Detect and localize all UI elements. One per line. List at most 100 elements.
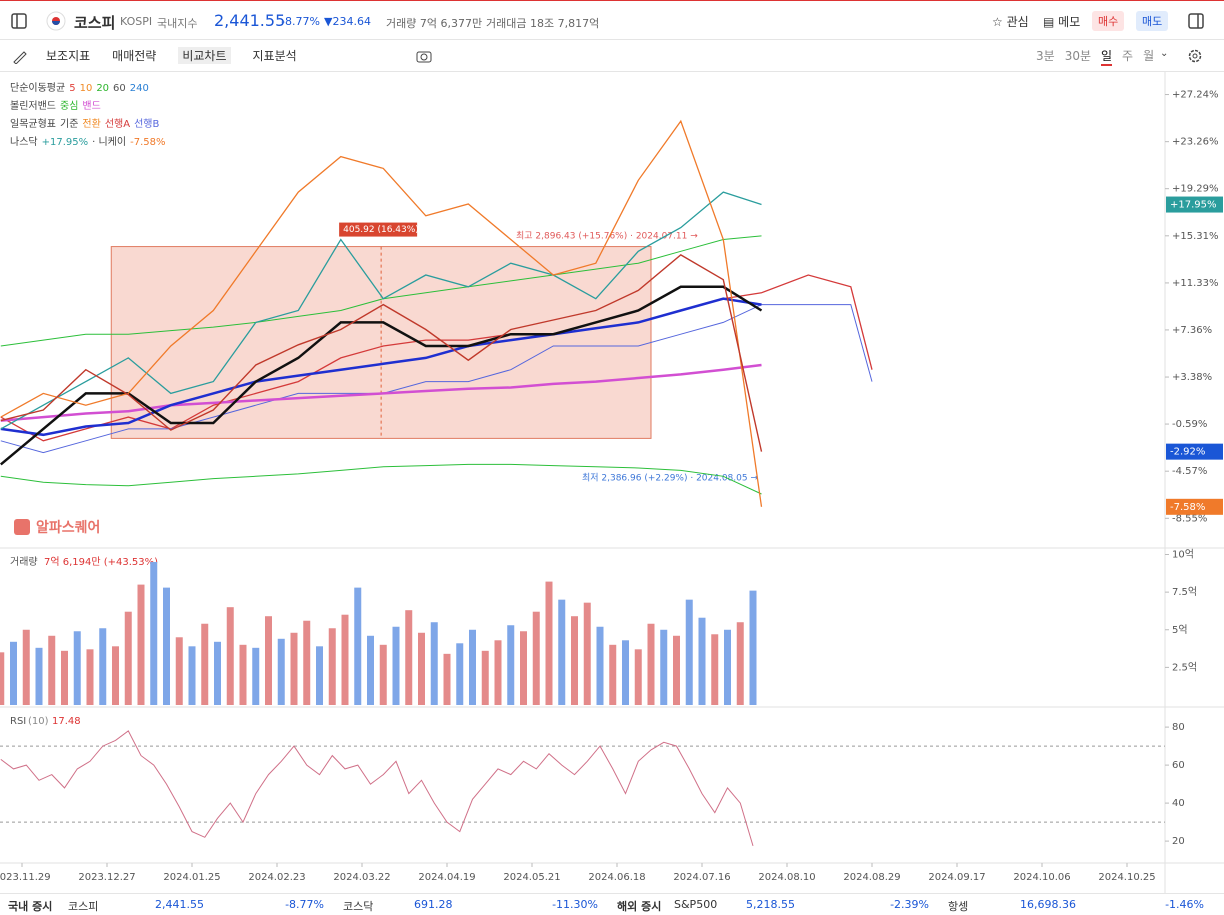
panel-subtitle: 7억 6,194만 (+43.53%) xyxy=(44,556,158,568)
y-tick-label: 10억 xyxy=(1172,549,1194,561)
period-button[interactable]: 월 xyxy=(1143,49,1155,63)
y-tick-label: 2.5억 xyxy=(1172,661,1197,673)
volume-bar xyxy=(265,616,272,705)
series-line xyxy=(0,304,873,454)
legend-item: 20 xyxy=(96,83,110,94)
legend-item: 기준 xyxy=(60,119,79,130)
period-dropdown[interactable]: ⌄ xyxy=(1160,48,1169,59)
volume-bar xyxy=(660,629,668,705)
x-tick-label: 2024.07.16 xyxy=(673,872,730,883)
volume-bar xyxy=(252,647,260,705)
volume-bar xyxy=(469,629,476,705)
change: ▼234.64 xyxy=(324,15,371,28)
series-line xyxy=(0,191,762,430)
hs-change: -1.46% xyxy=(1165,898,1204,911)
camera-icon[interactable] xyxy=(415,48,433,64)
y-tick-label: 5억 xyxy=(1172,624,1188,636)
period-button[interactable]: 30분 xyxy=(1064,49,1091,63)
x-tick-label: 2024.08.29 xyxy=(843,872,900,883)
panel-param: (10) xyxy=(28,716,49,727)
volume-bar xyxy=(328,628,336,705)
tool-button[interactable]: 매매전략 xyxy=(112,49,157,63)
kosdaq-value: 691.28 xyxy=(414,898,453,911)
panel-icon[interactable] xyxy=(1187,12,1205,30)
x-tick-label: 2024.06.18 xyxy=(588,872,645,883)
legend-item: 중심 xyxy=(60,101,79,112)
watermark: 알파스퀘어 xyxy=(36,519,100,536)
volume-bar xyxy=(507,625,515,705)
y-tick-label: +19.29% xyxy=(1172,184,1219,195)
volume-bar xyxy=(175,637,183,705)
x-tick-label: 2023.11.29 xyxy=(0,872,51,883)
buy-button[interactable]: 매수 xyxy=(1092,11,1125,31)
volume-bar xyxy=(10,641,17,705)
sidebar-icon[interactable] xyxy=(10,12,28,30)
volume-bar xyxy=(0,652,5,705)
volume-bar xyxy=(736,622,744,705)
x-tick-label: 2024.10.06 xyxy=(1013,872,1070,883)
volume-bar xyxy=(443,653,451,705)
period-button[interactable]: 일 xyxy=(1101,47,1113,66)
y-tick-label: +11.33% xyxy=(1172,278,1219,289)
volume-bar xyxy=(430,622,438,705)
stock-kind: 국내지수 xyxy=(157,17,198,30)
volume-bar xyxy=(48,635,56,705)
legend-item: 선행A xyxy=(104,119,131,130)
tool-button[interactable]: 비교차트 xyxy=(178,47,231,64)
legend: 단순이동평균 5 10 20 60 240 볼린저밴드 중심 밴드 일목균형표 기준 전환 선행A 선행B… xyxy=(10,80,169,152)
volume-bar xyxy=(163,587,170,705)
change-pct: -8.77% xyxy=(281,15,320,28)
volume-bar xyxy=(61,650,68,705)
panel-title: 거래량 xyxy=(10,556,38,568)
stock-code: KOSPI xyxy=(120,15,153,28)
volume-bar xyxy=(609,644,617,705)
y-tick-label: +27.24% xyxy=(1172,90,1219,101)
series-line xyxy=(0,297,762,437)
volume-bar xyxy=(277,638,285,705)
legend-row: 단순이동평균 5 10 20 60 240 xyxy=(10,80,169,98)
tool-items: 보조지표 매매전략 비교차트 지표분석 xyxy=(46,47,297,64)
tool-button[interactable]: 지표분석 xyxy=(252,49,297,63)
y-tick-label: 40 xyxy=(1172,798,1185,809)
volume-bar xyxy=(520,631,527,705)
sell-button[interactable]: 매도 xyxy=(1136,11,1169,31)
legend-item: -7.58% xyxy=(130,137,166,148)
panel-last: 17.48 xyxy=(52,716,81,727)
period-button[interactable]: 3분 xyxy=(1036,49,1055,63)
period-button[interactable]: 주 xyxy=(1122,49,1134,63)
draw-icon[interactable] xyxy=(12,48,28,64)
series-line xyxy=(0,274,873,442)
watch-button[interactable]: ☆ 관심 xyxy=(992,15,1029,29)
tool-button[interactable]: 보조지표 xyxy=(46,49,91,63)
overseas-label: 해외 증시 xyxy=(617,900,662,913)
sp-change: -2.39% xyxy=(890,898,929,911)
legend-item: +17.95% xyxy=(41,137,89,148)
volume-bar xyxy=(698,617,706,705)
volume-bar xyxy=(583,602,591,705)
memo-button[interactable]: ▤ 메모 xyxy=(1043,15,1081,29)
legend-item: 선행B xyxy=(134,119,160,130)
x-tick-label: 2024.03.22 xyxy=(333,872,390,883)
legend-item: 240 xyxy=(129,83,149,94)
range-label-bg xyxy=(339,222,418,237)
volume-bar xyxy=(137,584,145,705)
y-tick-label: -4.57% xyxy=(1172,466,1207,477)
volume-bar xyxy=(685,599,693,705)
settings-icon[interactable] xyxy=(1187,48,1203,64)
kospi-label: 코스피 xyxy=(68,900,99,913)
legend-item: · 니케이 xyxy=(92,137,127,148)
volume: 거래량 7억 6,377만 xyxy=(386,17,483,30)
volume-bar xyxy=(724,629,731,705)
x-tick-label: 2024.04.19 xyxy=(418,872,475,883)
logo-icon xyxy=(14,519,30,535)
toolbar: 보조지표 매매전략 비교차트 지표분석 3분 30분 일 주 월 ⌄ xyxy=(0,40,1224,72)
volume-bar xyxy=(634,649,642,705)
price: 2,441.55 xyxy=(214,11,286,30)
series-line xyxy=(0,254,763,452)
volume-bar xyxy=(22,629,30,705)
last-value-label: +17.95% xyxy=(1170,200,1217,211)
volume-bar xyxy=(112,646,119,705)
y-tick-label: +15.31% xyxy=(1172,231,1219,242)
